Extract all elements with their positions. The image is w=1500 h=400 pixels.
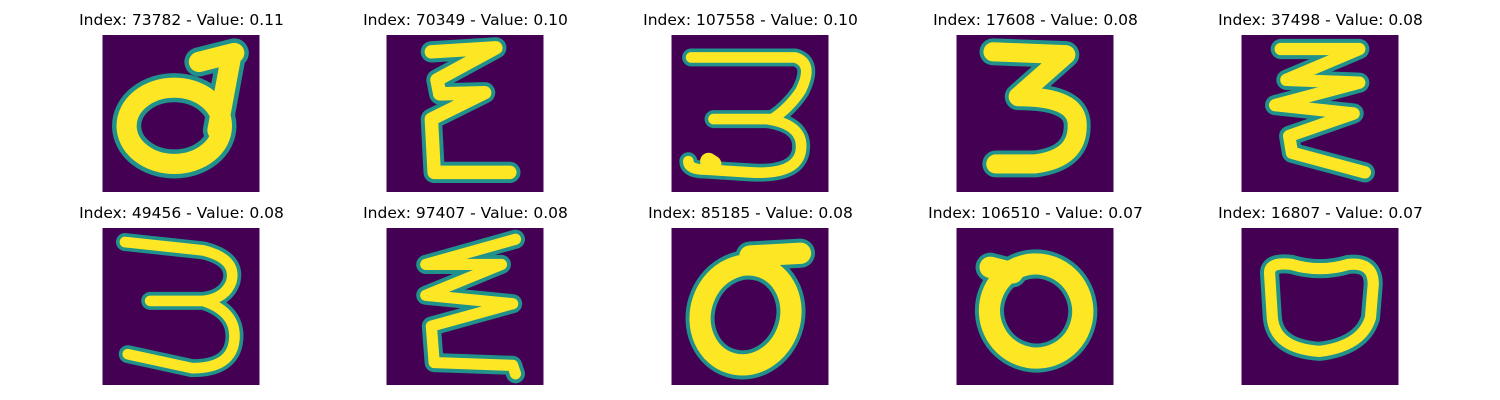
digit-image <box>671 35 829 192</box>
digit-image <box>102 228 260 385</box>
panel-9: Index: 106510 - Value: 0.07 <box>893 193 1178 385</box>
panel-title: Index: 97407 - Value: 0.08 <box>363 204 568 222</box>
digit-image <box>956 228 1114 385</box>
panel-2: Index: 70349 - Value: 0.10 <box>323 0 608 192</box>
digit-image <box>386 35 544 192</box>
digit-image <box>956 35 1114 192</box>
panel-title: Index: 17608 - Value: 0.08 <box>933 11 1138 29</box>
panel-7: Index: 97407 - Value: 0.08 <box>323 193 608 385</box>
panel-1: Index: 73782 - Value: 0.11 <box>39 0 324 192</box>
panel-3: Index: 107558 - Value: 0.10 <box>608 0 893 192</box>
panel-title: Index: 85185 - Value: 0.08 <box>648 204 853 222</box>
digit-image <box>386 228 544 385</box>
panel-title: Index: 37498 - Value: 0.08 <box>1218 11 1423 29</box>
digit-image <box>1241 228 1399 385</box>
panel-title: Index: 70349 - Value: 0.10 <box>363 11 568 29</box>
digit-image <box>102 35 260 192</box>
panel-4: Index: 17608 - Value: 0.08 <box>893 0 1178 192</box>
panel-10: Index: 16807 - Value: 0.07 <box>1178 193 1463 385</box>
panel-title: Index: 73782 - Value: 0.11 <box>79 11 284 29</box>
digit-image <box>671 228 829 385</box>
panel-title: Index: 107558 - Value: 0.10 <box>643 11 858 29</box>
panel-5: Index: 37498 - Value: 0.08 <box>1178 0 1463 192</box>
digit-image <box>1241 35 1399 192</box>
panel-title: Index: 49456 - Value: 0.08 <box>79 204 284 222</box>
panel-title: Index: 106510 - Value: 0.07 <box>928 204 1143 222</box>
panel-6: Index: 49456 - Value: 0.08 <box>39 193 324 385</box>
panel-title: Index: 16807 - Value: 0.07 <box>1218 204 1423 222</box>
panel-8: Index: 85185 - Value: 0.08 <box>608 193 893 385</box>
